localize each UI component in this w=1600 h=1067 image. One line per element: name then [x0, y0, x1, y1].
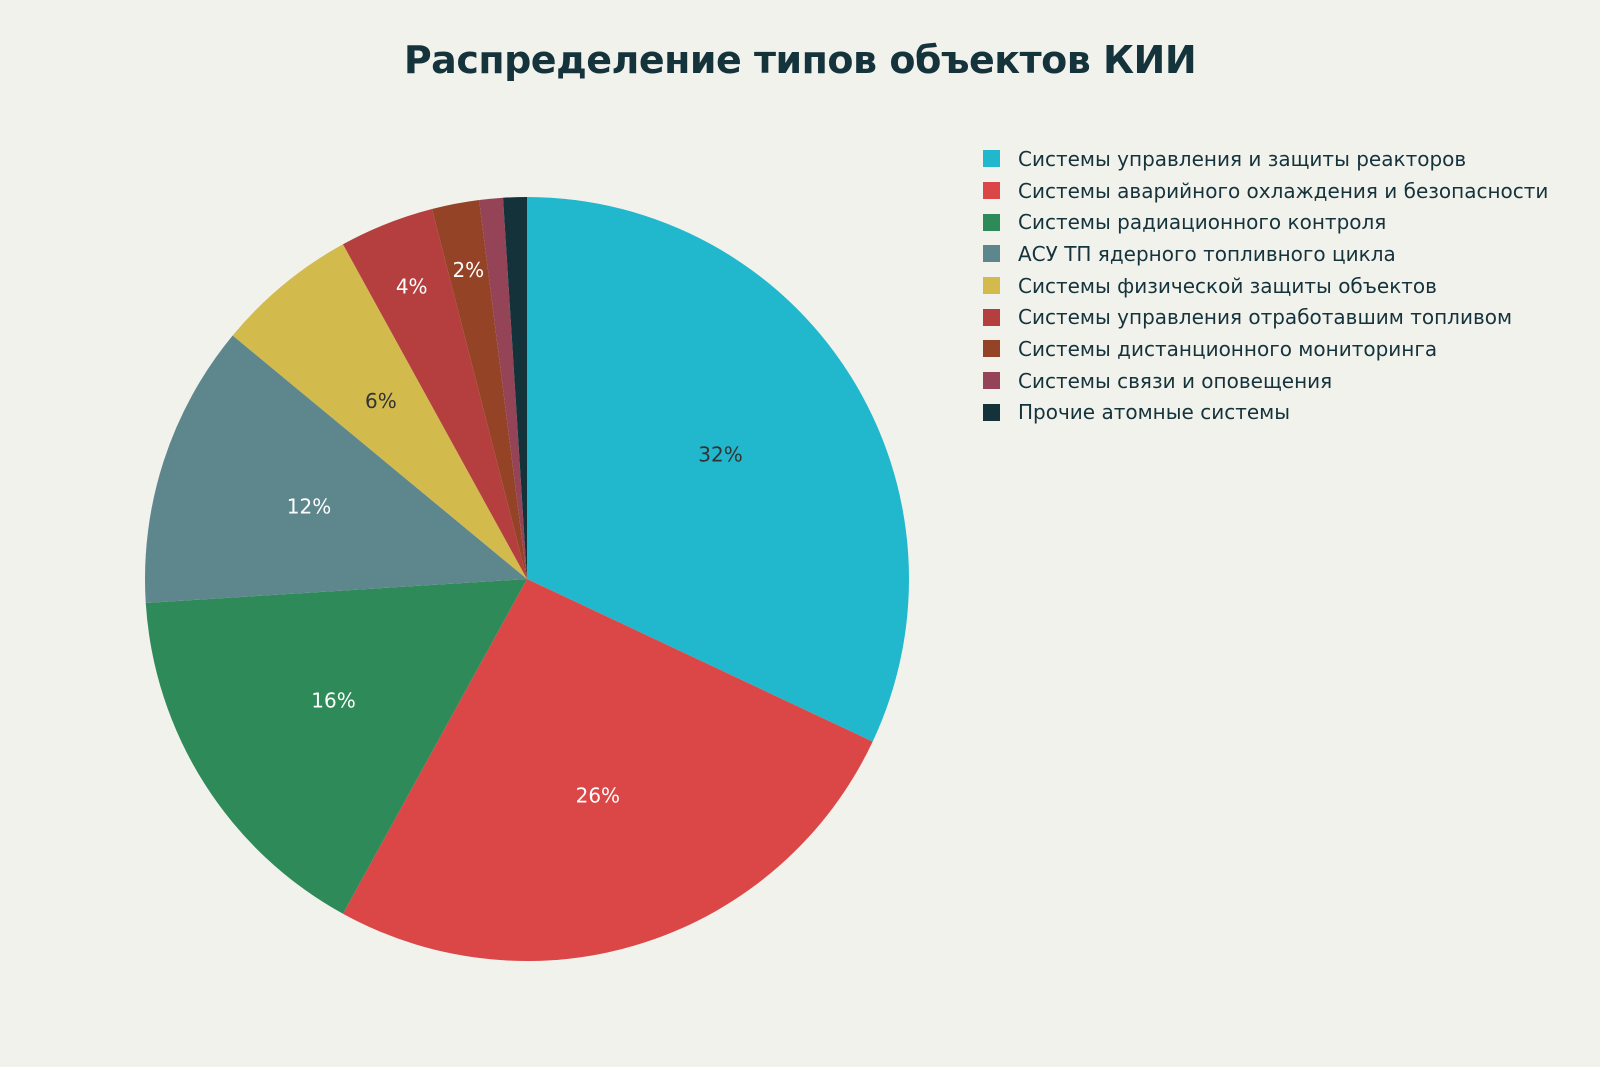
- slice-data-label: 12%: [287, 495, 331, 519]
- legend-swatch: [983, 213, 1000, 231]
- legend-item: Системы управления и защиты реакторов: [983, 143, 1548, 175]
- legend-label: Прочие атомные системы: [1018, 400, 1291, 425]
- legend-item: Системы радиационного контроля: [983, 206, 1548, 238]
- legend-label: Системы физической защиты объектов: [1018, 273, 1437, 298]
- chart-title: Распределение типов объектов КИИ: [403, 38, 1197, 82]
- legend-item: Системы связи и оповещения: [983, 365, 1548, 397]
- legend-swatch: [983, 182, 1000, 200]
- pie-slice: [342, 209, 527, 580]
- legend-swatch: [983, 308, 1000, 326]
- legend-item: Системы управления отработавшим топливом: [983, 301, 1548, 333]
- slice-data-label: 26%: [576, 783, 620, 807]
- pie-slice: [479, 197, 527, 579]
- legend-swatch: [983, 372, 1000, 390]
- legend-item: Системы физической защиты объектов: [983, 270, 1548, 302]
- pie-slice: [503, 197, 527, 579]
- pie-slice: [342, 579, 873, 961]
- legend-item: Прочие атомные системы: [983, 397, 1548, 429]
- slice-data-label: 6%: [365, 389, 397, 413]
- legend-item: Системы аварийного охлаждения и безопасн…: [983, 175, 1548, 207]
- slice-data-label: 2%: [452, 258, 484, 282]
- legend-label: Системы управления и защиты реакторов: [1018, 146, 1467, 171]
- pie-slice: [432, 200, 527, 579]
- pie-slice: [145, 335, 527, 603]
- legend: Системы управления и защиты реакторов Си…: [983, 143, 1548, 428]
- legend-label: АСУ ТП ядерного топливного цикла: [1018, 241, 1396, 266]
- legend-item: АСУ ТП ядерного топливного цикла: [983, 238, 1548, 270]
- legend-swatch: [983, 277, 1000, 295]
- slice-data-label: 32%: [698, 443, 742, 467]
- legend-item: Системы дистанционного мониторинга: [983, 333, 1548, 365]
- legend-swatch: [983, 150, 1000, 168]
- legend-label: Системы аварийного охлаждения и безопасн…: [1018, 178, 1549, 203]
- slice-data-label: 4%: [396, 274, 428, 298]
- legend-swatch: [983, 245, 1000, 263]
- pie-slice: [232, 244, 527, 579]
- legend-label: Системы управления отработавшим топливом: [1018, 305, 1513, 330]
- slice-data-label: 16%: [311, 688, 355, 712]
- legend-label: Системы связи и оповещения: [1018, 368, 1333, 393]
- legend-label: Системы дистанционного мониторинга: [1018, 336, 1438, 361]
- legend-label: Системы радиационного контроля: [1018, 210, 1387, 235]
- legend-swatch: [983, 403, 1000, 421]
- pie-slice: [145, 579, 527, 914]
- pie-chart: 32% 26% 16% 12% 6% 4% 2%: [145, 197, 909, 961]
- legend-swatch: [983, 340, 1000, 358]
- pie-slice: [527, 197, 909, 742]
